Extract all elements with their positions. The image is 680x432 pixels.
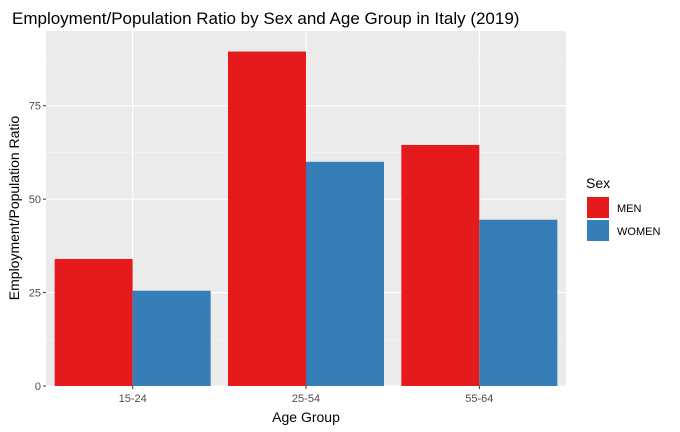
y-tick-label: 75 — [29, 101, 41, 113]
y-axis-title: Employment/Population Ratio — [6, 116, 22, 301]
y-tick-label: 25 — [29, 288, 41, 300]
bar-women-15-24 — [132, 290, 211, 386]
bar-men-15-24 — [54, 258, 133, 386]
bars — [54, 51, 558, 386]
chart-title: Employment/Population Ratio by Sex and A… — [12, 9, 519, 28]
y-axis: 0 25 50 75 — [29, 101, 46, 393]
x-axis: 15-24 25-54 55-64 — [119, 386, 493, 405]
y-tick-label: 0 — [35, 381, 41, 393]
bar-women-25-54 — [306, 161, 384, 386]
legend-label-men: MEN — [617, 203, 642, 215]
x-axis-title: Age Group — [272, 409, 340, 425]
legend-key-men — [587, 197, 609, 218]
bar-men-25-54 — [228, 51, 306, 386]
legend: Sex MEN WOMEN — [586, 175, 660, 241]
x-tick-label: 55-64 — [465, 393, 493, 405]
y-tick-label: 50 — [29, 194, 41, 206]
x-tick-label: 25-54 — [292, 393, 320, 405]
legend-key-women — [587, 220, 609, 241]
bar-women-55-64 — [479, 219, 558, 386]
legend-title: Sex — [586, 175, 610, 191]
x-tick-label: 15-24 — [119, 393, 147, 405]
bar-men-55-64 — [401, 144, 480, 386]
legend-label-women: WOMEN — [617, 226, 660, 238]
